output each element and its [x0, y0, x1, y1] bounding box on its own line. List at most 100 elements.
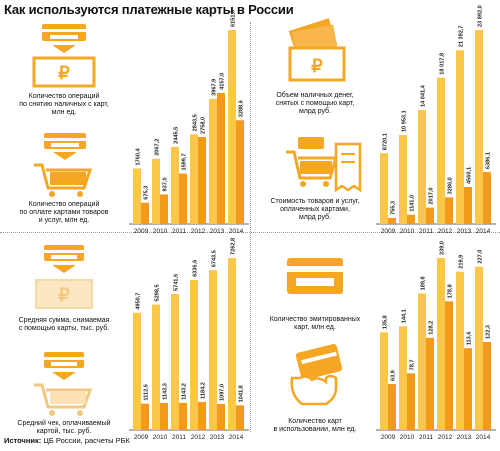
- year-tick-label: 2011: [172, 434, 186, 441]
- value-label: 14 041,4: [421, 84, 427, 107]
- bar-b-2009: [388, 217, 396, 224]
- chart-tl: 1760,4 675,3 2009 2067,2 937,0 2010 2445,5 1599…: [129, 10, 249, 235]
- value-label: 937,0: [163, 177, 169, 191]
- value-label: 2445,5: [174, 127, 180, 144]
- value-label: 2067,2: [155, 139, 161, 156]
- value-label: 6336,6: [193, 260, 199, 277]
- bar-a-2009: [133, 168, 141, 224]
- caption-avg-withdrawal: Средняя сумма, снимаемая с помощью карты…: [18, 317, 110, 333]
- bar-a-2009: [380, 332, 388, 430]
- bar-a-2013: [209, 270, 217, 430]
- value-label: 675,3: [143, 186, 149, 200]
- year-tick-label: 2014: [229, 228, 244, 235]
- source-label: Источник:: [4, 436, 42, 445]
- value-label: 21 392,7: [459, 26, 465, 48]
- value-label: 1143,2: [182, 383, 188, 400]
- year-tick-label: 2010: [153, 434, 168, 441]
- value-label: 135,8: [383, 315, 389, 329]
- bar-a-2013: [456, 50, 464, 224]
- bar-a-2011: [418, 293, 426, 430]
- value-label: 4157,0: [220, 73, 226, 90]
- year-tick-label: 2011: [419, 434, 433, 441]
- value-label: 189,8: [421, 276, 427, 290]
- year-tick-label: 2010: [400, 434, 415, 441]
- caption-avg-check: Средний чек, оплачиваемый картой, тыс. р…: [17, 420, 111, 436]
- bar-a-2011: [418, 109, 426, 224]
- value-label: 18 017,8: [440, 53, 446, 75]
- bar-a-2014: [475, 30, 483, 224]
- value-label: 23 892,0: [478, 5, 484, 27]
- year-tick-label: 2009: [381, 434, 396, 441]
- value-label: 1184,2: [201, 382, 207, 399]
- year-tick-label: 2012: [438, 434, 453, 441]
- value-label: 4560,1: [467, 167, 473, 184]
- bar-a-2011: [171, 294, 179, 430]
- chart-tr: 8720,1 755,3 2009 10 953,1 1141,0 2010 14 041,…: [376, 5, 496, 235]
- value-label: 219,9: [459, 255, 465, 269]
- year-tick-label: 2009: [134, 434, 149, 441]
- value-label: 128,2: [429, 321, 435, 335]
- bar-b-2010: [407, 214, 415, 224]
- value-label: 78,7: [410, 359, 416, 370]
- bar-b-2014: [483, 341, 491, 430]
- value-label: 1097,0: [220, 384, 226, 401]
- source-text: ЦБ России, расчеты РБК: [43, 436, 130, 445]
- bar-b-2013: [464, 186, 472, 224]
- bar-a-2014: [228, 30, 236, 224]
- value-label: 3286,0: [448, 177, 454, 194]
- value-label: 1599,7: [182, 153, 188, 170]
- bar-b-2010: [160, 194, 168, 224]
- year-tick-label: 2011: [419, 228, 433, 235]
- value-label: 63,9: [391, 370, 397, 381]
- value-label: 5741,6: [174, 274, 180, 291]
- bar-b-2009: [141, 202, 149, 224]
- caption-cash-volume: Объем наличных денег, снятых с помощью к…: [275, 92, 355, 116]
- year-tick-label: 2014: [476, 228, 491, 235]
- value-label: 6151,0: [231, 10, 237, 27]
- value-label: 144,1: [402, 309, 408, 323]
- bar-b-2009: [141, 403, 149, 430]
- value-label: 2758,0: [201, 117, 207, 134]
- source-note: Источник: ЦБ России, расчеты РБК: [4, 436, 130, 445]
- value-label: 1143,3: [163, 383, 169, 400]
- bar-b-2013: [464, 348, 472, 430]
- year-tick-label: 2012: [191, 434, 206, 441]
- value-label: 2843,5: [193, 114, 199, 131]
- year-tick-label: 2012: [191, 228, 206, 235]
- value-label: 122,3: [486, 325, 492, 339]
- value-label: 178,8: [448, 284, 454, 298]
- year-tick-label: 2013: [457, 228, 472, 235]
- caption-payment-count: Количество операций по оплате картами то…: [19, 201, 109, 225]
- bar-a-2010: [152, 158, 160, 224]
- year-tick-label: 2010: [153, 228, 168, 235]
- bar-a-2013: [209, 98, 217, 224]
- year-tick-label: 2014: [476, 434, 491, 441]
- bar-a-2011: [171, 146, 179, 224]
- bar-a-2012: [190, 134, 198, 224]
- bar-a-2012: [437, 77, 445, 224]
- bar-a-2013: [456, 271, 464, 430]
- value-label: 239,0: [440, 241, 446, 255]
- bar-a-2014: [228, 258, 236, 430]
- bar-b-2012: [445, 301, 453, 430]
- bar-b-2011: [426, 337, 434, 430]
- year-tick-label: 2013: [457, 434, 472, 441]
- value-label: 755,3: [391, 201, 397, 215]
- bar-b-2013: [217, 92, 225, 224]
- value-label: 10 953,1: [402, 110, 408, 132]
- chart-bl: 4950,7 1112,6 2009 5298,5 1143,3 2010 5741,6 11…: [129, 238, 249, 441]
- bar-b-2013: [217, 404, 225, 430]
- year-tick-label: 2009: [381, 228, 396, 235]
- bar-a-2014: [475, 266, 483, 430]
- caption-payment-volume: Стоимость товаров и услуг, оплаченных ка…: [270, 198, 360, 222]
- value-label: 7262,8: [231, 238, 237, 255]
- bar-b-2009: [388, 384, 396, 430]
- bar-b-2011: [179, 173, 187, 224]
- value-label: 227,0: [478, 250, 484, 264]
- value-label: 3967,9: [212, 79, 218, 96]
- bar-b-2010: [407, 373, 415, 430]
- year-tick-label: 2012: [438, 228, 453, 235]
- bar-a-2012: [190, 279, 198, 430]
